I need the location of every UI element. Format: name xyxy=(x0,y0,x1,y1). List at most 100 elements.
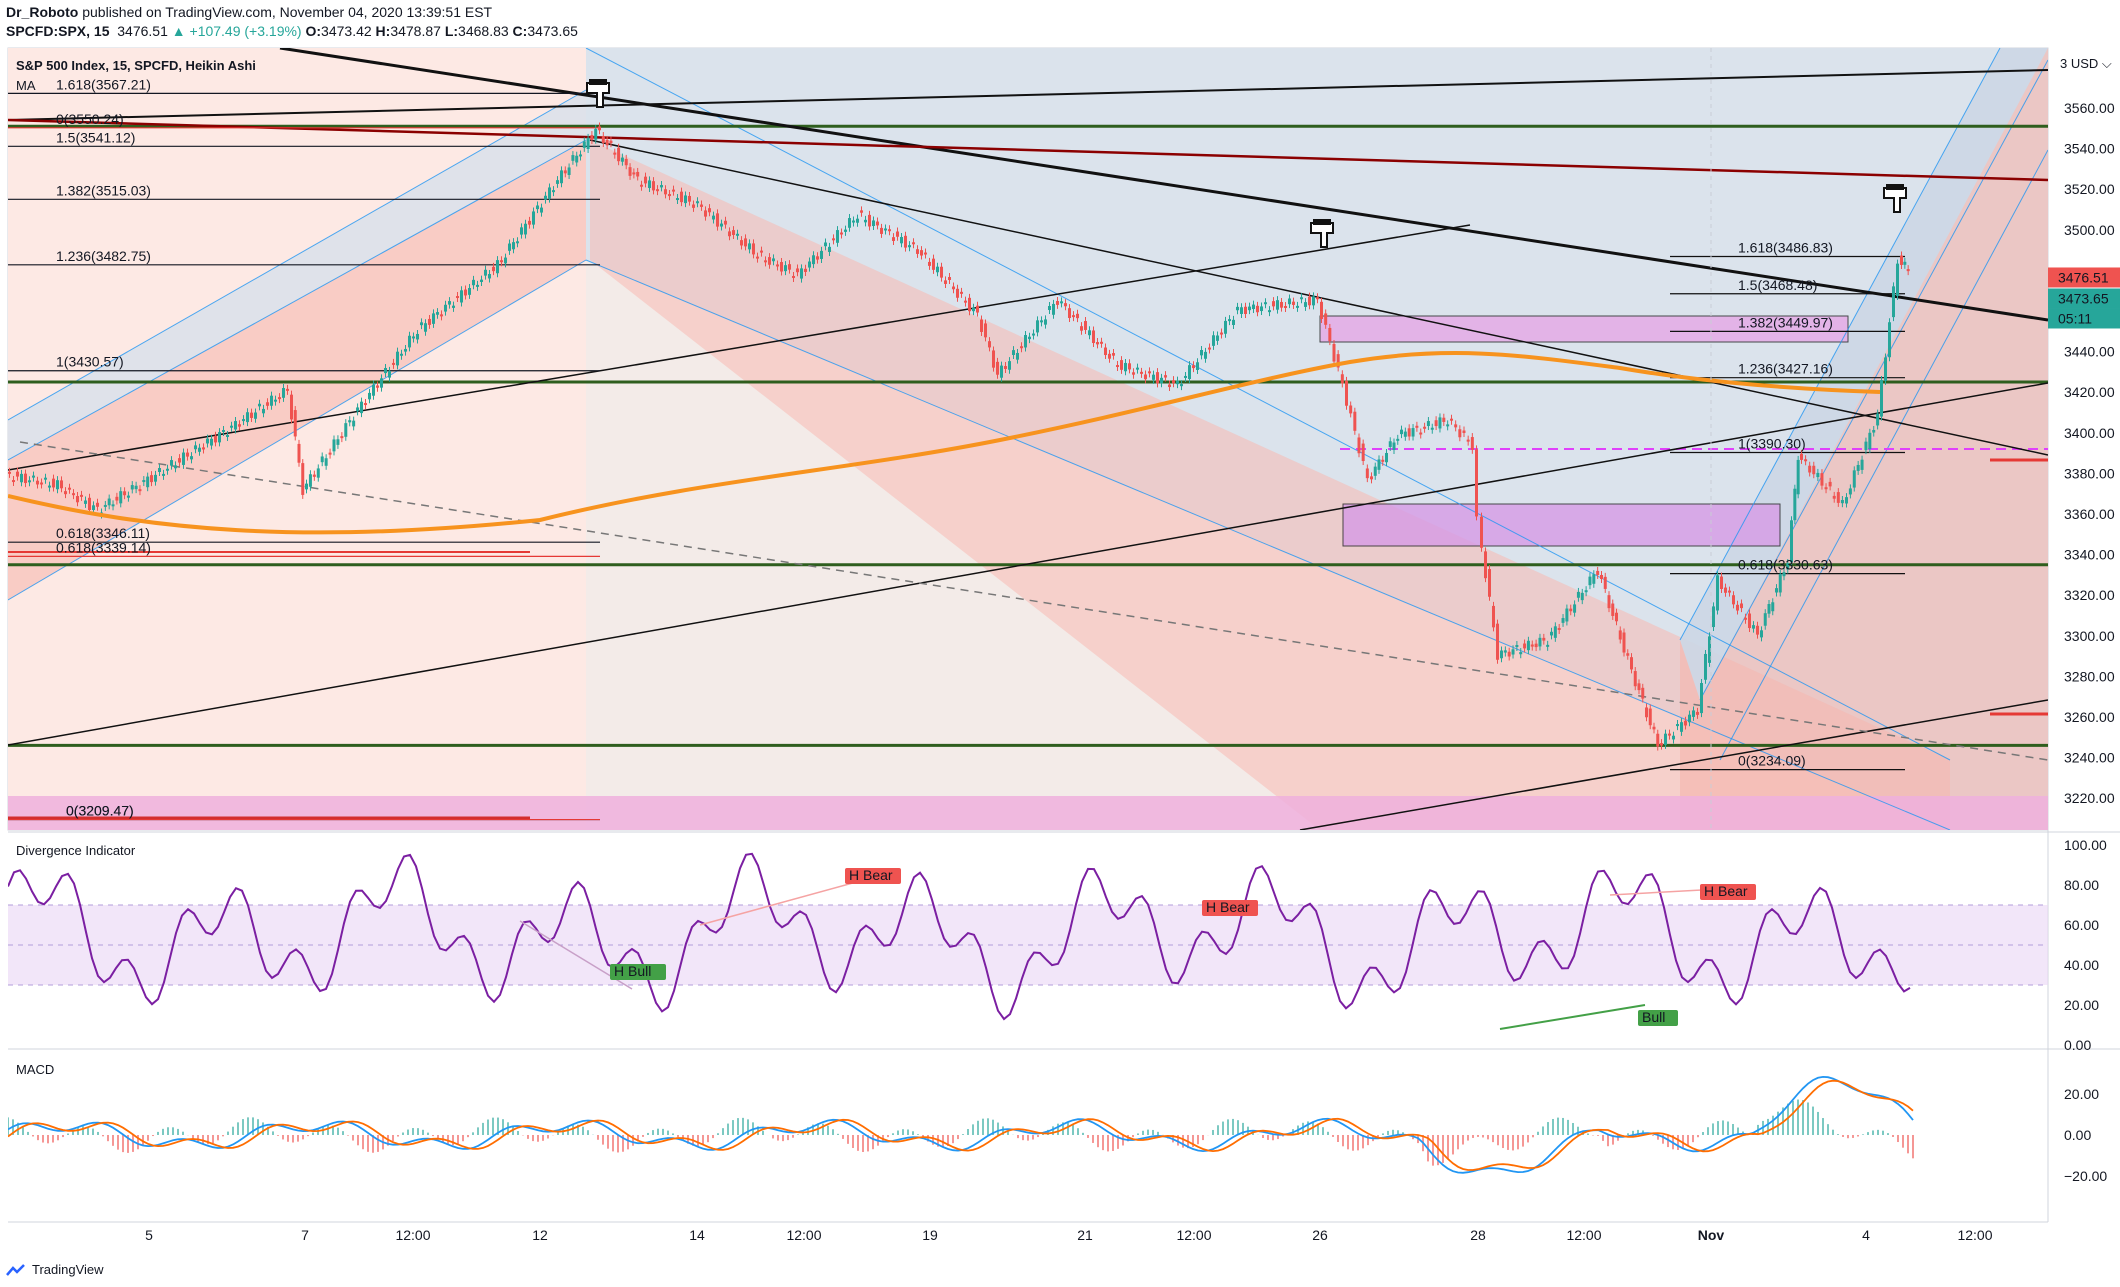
candle-body xyxy=(1462,430,1466,433)
candle-body xyxy=(262,408,265,414)
candle-body xyxy=(1236,306,1239,311)
candle-body xyxy=(1778,573,1782,593)
ma-legend[interactable]: MA xyxy=(16,78,36,93)
candle-body xyxy=(912,242,915,245)
price-tick-label: 3220.00 xyxy=(2064,790,2115,806)
candle-body xyxy=(624,158,628,166)
candle-body xyxy=(1349,405,1353,414)
candle-body xyxy=(270,395,273,406)
candle-body xyxy=(1626,653,1630,656)
candle-body xyxy=(1696,711,1699,715)
candle-body xyxy=(1748,613,1751,629)
last-value: 3476.51 xyxy=(117,23,168,39)
supply-box xyxy=(1319,315,1849,343)
candle-body xyxy=(1292,301,1295,305)
candle-body xyxy=(166,468,169,471)
candle-body xyxy=(1756,625,1759,635)
candle-body xyxy=(864,219,867,223)
fib-label-left: 0(3209.47) xyxy=(66,803,134,819)
price-tick-label: 3320.00 xyxy=(2064,587,2115,603)
brand-name[interactable]: TradingView xyxy=(32,1262,104,1277)
candle-body xyxy=(388,370,391,378)
symbol-name[interactable]: SPCFD:SPX, 15 xyxy=(6,23,110,39)
candle-body xyxy=(1852,470,1856,488)
candle-body xyxy=(194,445,197,450)
settings-chevron-icon[interactable]: ⌵ xyxy=(2101,56,2112,71)
candle-body xyxy=(1128,363,1131,370)
candle-body xyxy=(1573,604,1577,613)
candle-body xyxy=(772,258,775,262)
candle-body xyxy=(1112,353,1115,356)
candle-body xyxy=(1588,576,1592,586)
fib-label-right: 1.382(3449.97) xyxy=(1738,314,1833,330)
candle-body xyxy=(512,242,515,250)
candle-body xyxy=(234,421,237,430)
divergence-title[interactable]: Divergence Indicator xyxy=(16,843,136,858)
candle-body xyxy=(680,191,683,203)
divergence-tag-text: H Bear xyxy=(849,867,893,883)
candle-body xyxy=(1712,606,1715,628)
channel-edge xyxy=(1679,48,2001,641)
candle-body xyxy=(740,240,743,246)
candle-body xyxy=(404,348,407,352)
candle-body xyxy=(1519,652,1523,655)
candle-body xyxy=(1596,570,1600,575)
candle-body xyxy=(368,392,371,400)
candle-body xyxy=(52,478,55,488)
currency-unit: USD xyxy=(2070,56,2099,71)
hand-pointer-icon xyxy=(1310,222,1334,248)
candle-body xyxy=(484,269,487,276)
candle-body xyxy=(586,137,590,150)
candle-body xyxy=(360,401,363,414)
candle-body xyxy=(1630,657,1633,670)
divergence-tag-text: H Bear xyxy=(1206,899,1250,915)
candle-body xyxy=(1000,365,1003,378)
candle-body xyxy=(68,487,71,490)
close-label: C: xyxy=(512,23,528,39)
rsi-line xyxy=(8,852,1911,1021)
candle-body xyxy=(1700,683,1703,714)
candle-body xyxy=(274,399,277,402)
candle-body xyxy=(162,473,165,476)
candle-body xyxy=(1148,371,1151,374)
author-name[interactable]: Dr_Roboto xyxy=(6,4,79,20)
time-tick-label: 14 xyxy=(689,1227,705,1243)
candle-body xyxy=(1248,306,1251,311)
candle-body xyxy=(1569,608,1573,612)
candle-body xyxy=(860,210,863,213)
candle-body xyxy=(1304,302,1307,307)
hand-pointer-icon xyxy=(1883,187,1907,213)
candle-body xyxy=(1771,602,1775,612)
candle-body xyxy=(768,257,771,265)
candle-body xyxy=(1120,360,1123,370)
candle-body xyxy=(936,266,939,273)
candle-body xyxy=(119,491,123,504)
candle-body xyxy=(928,261,931,266)
candle-body xyxy=(500,260,503,263)
candle-body xyxy=(672,189,675,192)
candle-body xyxy=(1470,437,1474,450)
candle-body xyxy=(696,201,699,204)
candle-body xyxy=(428,318,431,325)
candle-body xyxy=(524,223,527,235)
candle-body xyxy=(1300,297,1303,300)
fib-label-left: 0.618(3346.11) xyxy=(56,525,150,541)
legend-title[interactable]: S&P 500 Index, 15, SPCFD, Heikin Ashi xyxy=(16,58,256,73)
candle-body xyxy=(708,208,711,213)
candle-body xyxy=(1542,637,1546,641)
candle-body xyxy=(552,190,555,193)
candle-body xyxy=(1534,643,1538,648)
candle-body xyxy=(1268,310,1271,313)
candle-body xyxy=(1786,563,1790,570)
candle-body xyxy=(392,362,395,365)
candle-body xyxy=(632,172,636,175)
macd-tick-label: −20.00 xyxy=(2064,1168,2107,1184)
candle-body xyxy=(1385,452,1388,463)
macd-title[interactable]: MACD xyxy=(16,1062,55,1077)
divergence-tag-text: H Bear xyxy=(1704,883,1748,899)
candle-body xyxy=(840,232,843,235)
candle-body xyxy=(1144,374,1147,380)
candle-body xyxy=(1088,330,1091,336)
candle-body xyxy=(1565,608,1569,622)
